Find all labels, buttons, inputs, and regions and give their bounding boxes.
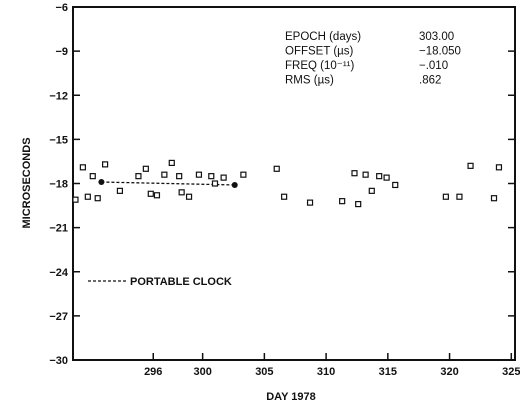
data-point: [142, 165, 149, 172]
data-point: [240, 171, 247, 178]
stat-label: EPOCH (days): [285, 31, 361, 43]
x-tick-label: 310: [317, 366, 335, 378]
y-tick-label: −27: [49, 311, 68, 323]
portable-clock-point: [231, 181, 238, 188]
data-point: [220, 174, 227, 181]
data-point: [376, 173, 383, 180]
stat-value: 303.00: [419, 31, 454, 43]
data-point: [383, 174, 390, 181]
data-point: [208, 173, 215, 180]
x-axis-title: DAY 1978: [266, 391, 316, 403]
x-tick-label: 300: [193, 366, 211, 378]
stat-label: OFFSET (µs): [285, 46, 354, 58]
data-point: [495, 164, 503, 171]
data-point: [351, 170, 358, 177]
data-point: [147, 190, 154, 197]
stat-label: RMS (µs): [285, 75, 334, 87]
stat-value: −18.050: [419, 46, 461, 58]
y-tick-label: −30: [49, 355, 68, 367]
data-point: [178, 189, 185, 196]
data-point: [392, 181, 399, 189]
x-tick-label: 325: [502, 366, 520, 378]
data-point: [135, 173, 142, 180]
x-tick-label: 315: [379, 366, 397, 378]
data-point: [442, 193, 449, 200]
legend: PORTABLE CLOCK: [88, 276, 232, 288]
portable-clock-point: [98, 179, 105, 186]
y-tick-label: −21: [49, 223, 68, 235]
stats-table: EPOCH (days) 303.00 OFFSET (µs) −18.050 FREQ…: [285, 31, 461, 87]
data-point: [161, 171, 168, 178]
stat-value: −.010: [419, 60, 448, 72]
y-tick-label: −24: [49, 267, 69, 279]
data-point: [102, 161, 109, 168]
y-axis-title: MICROSECONDS: [21, 137, 33, 228]
y-tick-label: −12: [49, 90, 68, 102]
data-point: [79, 164, 86, 171]
x-tick-label: 296: [144, 366, 162, 378]
data-point: [116, 187, 124, 194]
x-tick-label: 320: [440, 366, 458, 378]
y-tick-label: −6: [55, 2, 68, 14]
data-point: [306, 199, 314, 206]
y-tick-label: −9: [55, 46, 68, 58]
stat-value: .862: [419, 75, 441, 87]
data-point: [467, 162, 474, 169]
y-tick-label: −15: [49, 134, 68, 146]
x-axis-ticks: 296 300 305 310 315 320 325: [144, 353, 520, 378]
stat-label: FREQ (10⁻¹¹): [285, 60, 354, 72]
data-point: [211, 180, 219, 187]
data-point: [153, 192, 161, 199]
data-point: [490, 195, 498, 202]
data-point: [362, 171, 369, 178]
data-point: [195, 171, 203, 178]
data-point: [456, 193, 463, 200]
legend-label: PORTABLE CLOCK: [130, 276, 232, 288]
data-point: [185, 193, 193, 200]
data-point: [273, 165, 280, 172]
data-point: [355, 200, 362, 208]
data-points: [72, 159, 503, 208]
data-point: [368, 187, 375, 194]
data-point: [281, 193, 288, 200]
data-point: [72, 196, 79, 203]
data-point: [168, 159, 175, 167]
data-point: [89, 173, 96, 180]
y-axis-ticks: −6 −9 −12 −15 −18 −21 −24 −27 −30: [49, 2, 515, 367]
data-point: [84, 193, 91, 200]
y-tick-label: −18: [49, 179, 68, 191]
data-point: [176, 173, 183, 180]
data-point: [94, 195, 101, 202]
data-point: [339, 198, 346, 205]
x-tick-label: 305: [255, 366, 273, 378]
